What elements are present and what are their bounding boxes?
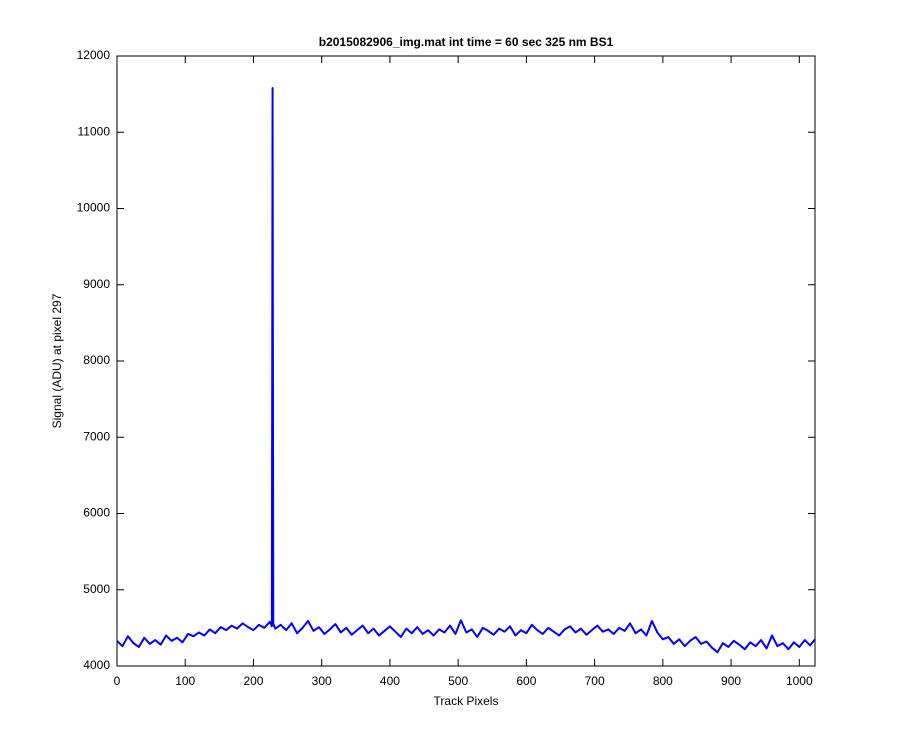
x-tick-label: 200 bbox=[243, 674, 263, 688]
x-tick-label: 800 bbox=[653, 674, 673, 688]
y-tick-label: 7000 bbox=[83, 429, 110, 443]
y-tick-label: 12000 bbox=[77, 48, 111, 62]
y-tick-label: 8000 bbox=[83, 353, 110, 367]
y-tick-label: 5000 bbox=[83, 582, 110, 596]
x-tick-label: 300 bbox=[312, 674, 332, 688]
x-tick-label: 600 bbox=[516, 674, 536, 688]
y-axis-label: Signal (ADU) at pixel 297 bbox=[50, 293, 64, 428]
y-tick-label: 4000 bbox=[83, 658, 110, 672]
data-line bbox=[116, 87, 816, 654]
y-tick-label: 11000 bbox=[78, 124, 111, 138]
y-tick-label: 6000 bbox=[83, 506, 110, 520]
x-tick-label: 500 bbox=[448, 674, 468, 688]
x-tick-label: 1000 bbox=[786, 674, 813, 688]
x-tick-label: 400 bbox=[380, 674, 400, 688]
x-tick-label: 100 bbox=[175, 674, 195, 688]
x-axis-label: Track Pixels bbox=[434, 694, 499, 708]
x-tick-label: 700 bbox=[585, 674, 605, 688]
y-tick-label: 10000 bbox=[77, 201, 111, 215]
chart-title: b2015082906_img.mat int time = 60 sec 32… bbox=[319, 35, 614, 49]
x-tick-label: 900 bbox=[721, 674, 741, 688]
x-tick-label: 0 bbox=[114, 674, 121, 688]
y-tick-label: 9000 bbox=[83, 277, 110, 291]
